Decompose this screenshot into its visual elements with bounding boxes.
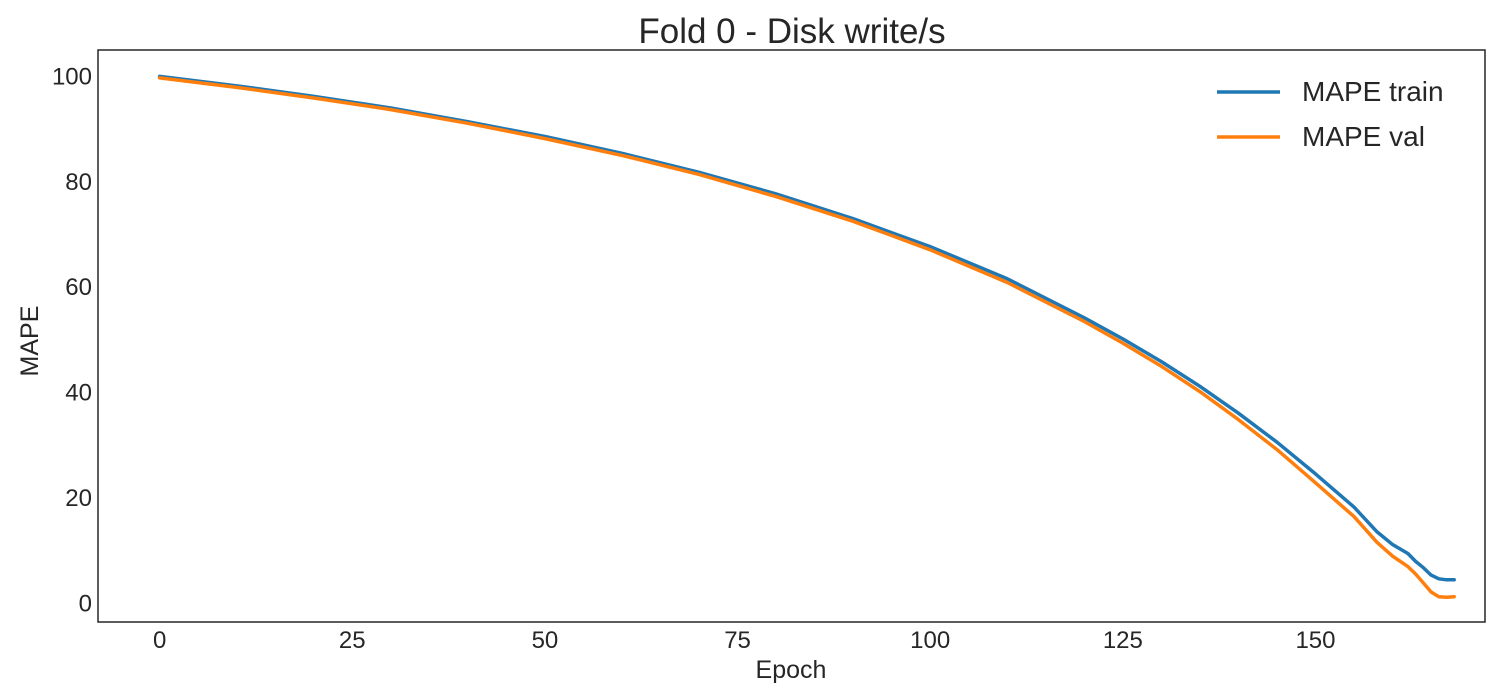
y-tick-label: 20 xyxy=(65,485,92,512)
series-line-val xyxy=(157,76,1456,599)
x-tick-label: 50 xyxy=(532,627,559,654)
legend-label: MAPE val xyxy=(1302,121,1425,152)
y-tick-label: 40 xyxy=(65,380,92,407)
x-axis-label: Epoch xyxy=(756,656,827,684)
y-tick-label: 80 xyxy=(65,169,92,196)
x-tick-label: 0 xyxy=(153,627,166,654)
y-axis-label: MAPE xyxy=(16,306,44,377)
x-tick-label: 100 xyxy=(910,627,950,654)
x-tick-label: 25 xyxy=(339,627,366,654)
y-tick-label: 60 xyxy=(65,274,92,301)
x-tick-label: 125 xyxy=(1103,627,1143,654)
plot-frame xyxy=(97,49,1486,623)
series-lines xyxy=(157,74,1456,599)
legend-label: MAPE train xyxy=(1302,76,1444,107)
axis-ticks: 0 25 50 75 100 125 150 0 20 40 60 80 100 xyxy=(52,63,1336,654)
x-tick-label: 75 xyxy=(724,627,751,654)
chart-title: Fold 0 - Disk write/s xyxy=(638,12,945,51)
series-line-train xyxy=(157,74,1456,582)
y-tick-label: 0 xyxy=(79,591,92,618)
legend: MAPE train MAPE val xyxy=(1217,76,1444,152)
y-tick-label: 100 xyxy=(52,63,92,90)
x-tick-label: 150 xyxy=(1295,627,1335,654)
